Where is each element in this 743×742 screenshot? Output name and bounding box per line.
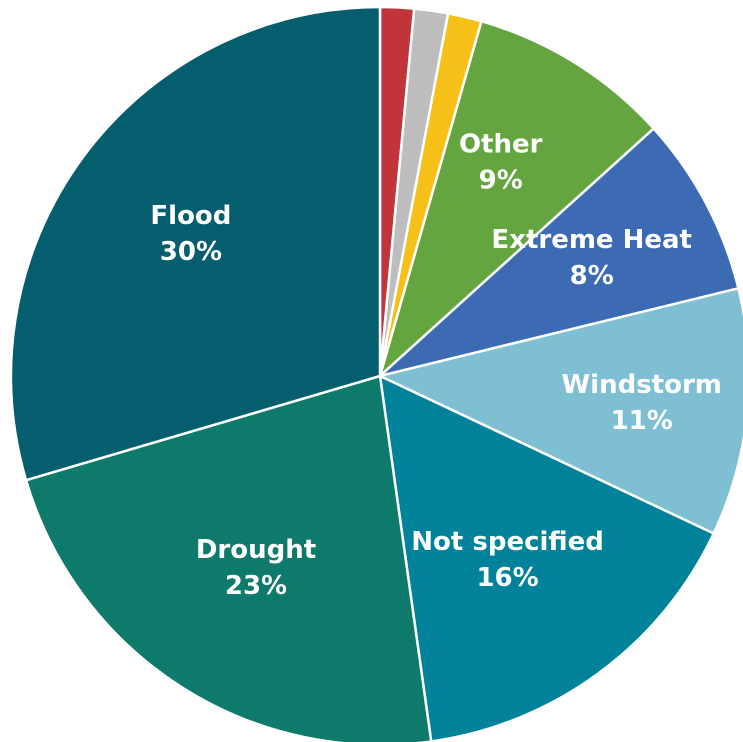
- percent-other: 9%: [479, 166, 523, 196]
- label-windstorm: Windstorm: [561, 370, 721, 400]
- percent-flood: 30%: [160, 237, 222, 267]
- percent-extreme-heat: 8%: [570, 261, 614, 291]
- label-other: Other: [459, 130, 543, 160]
- percent-drought: 23%: [225, 571, 287, 601]
- percent-not-specified: 16%: [476, 563, 538, 593]
- label-flood: Flood: [150, 201, 231, 231]
- label-drought: Drought: [196, 535, 316, 565]
- percent-windstorm: 11%: [611, 406, 673, 436]
- label-not-specified: Not specified: [411, 527, 604, 557]
- label-extreme-heat: Extreme Heat: [491, 225, 692, 255]
